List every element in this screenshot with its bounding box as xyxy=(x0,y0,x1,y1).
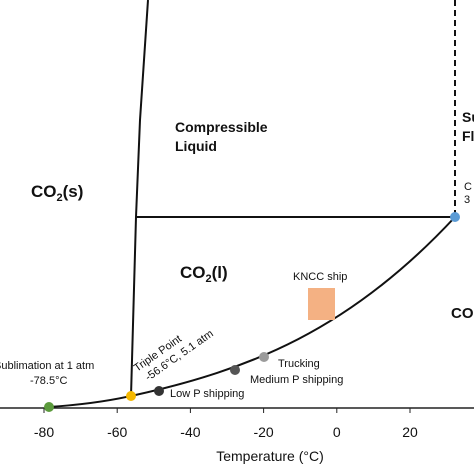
melting-curve xyxy=(130,0,149,397)
solid-region-label: CO2(s) xyxy=(31,182,83,204)
x-tick-label: 0 xyxy=(333,424,341,440)
x-tick-label: -40 xyxy=(180,424,200,440)
medium-p-shipping-point xyxy=(230,365,240,375)
critical-point xyxy=(450,212,460,222)
sublimation-point xyxy=(44,402,54,412)
x-tick-label: -60 xyxy=(107,424,127,440)
vapor-pressure-curve xyxy=(130,216,456,397)
low-p-shipping-point xyxy=(154,386,164,396)
gas-region-label: CO xyxy=(451,305,474,322)
low-p-shipping-label: Low P shipping xyxy=(170,388,244,400)
x-axis-ticks: -80 -60 -40 -20 0 20 xyxy=(34,408,418,440)
critical-point-line2: 3 xyxy=(464,194,470,206)
triple-point xyxy=(126,391,136,401)
compressible-liquid-line1: Compressible xyxy=(175,119,268,135)
compressible-liquid-line2: Liquid xyxy=(175,138,217,154)
trucking-point xyxy=(259,352,269,362)
x-tick-label: -80 xyxy=(34,424,54,440)
x-tick-label: -20 xyxy=(253,424,273,440)
x-axis-label: Temperature (°C) xyxy=(216,448,324,464)
supercritical-line1: Su xyxy=(462,109,474,125)
x-tick-label: 20 xyxy=(402,424,418,440)
kncc-ship-label: KNCC ship xyxy=(293,271,347,283)
trucking-label: Trucking xyxy=(278,358,320,370)
medium-p-shipping-label: Medium P shipping xyxy=(250,374,343,386)
liquid-region-label: CO2(l) xyxy=(180,263,228,285)
triple-point-label: Triple Point -56.6°C, 5.1 atm xyxy=(132,328,216,384)
kncc-ship-marker xyxy=(308,288,335,320)
sublimation-line1: Sublimation at 1 atm xyxy=(0,360,94,372)
supercritical-line2: Fl xyxy=(462,128,474,144)
sublimation-line2: -78.5°C xyxy=(30,375,67,387)
sublimation-curve xyxy=(48,395,132,408)
critical-point-line1: C xyxy=(464,181,472,193)
